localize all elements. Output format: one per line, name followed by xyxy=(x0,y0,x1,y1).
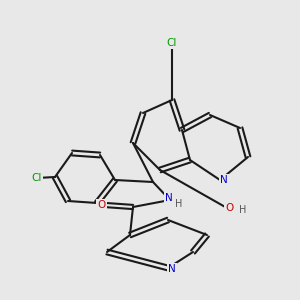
Text: N: N xyxy=(220,175,227,185)
Text: Cl: Cl xyxy=(167,38,177,48)
Text: O: O xyxy=(225,203,233,213)
Text: Cl: Cl xyxy=(32,173,42,183)
Text: H: H xyxy=(175,199,183,208)
Text: H: H xyxy=(239,206,246,215)
Text: O: O xyxy=(97,200,106,210)
Text: N: N xyxy=(168,265,176,275)
Text: N: N xyxy=(165,193,172,202)
